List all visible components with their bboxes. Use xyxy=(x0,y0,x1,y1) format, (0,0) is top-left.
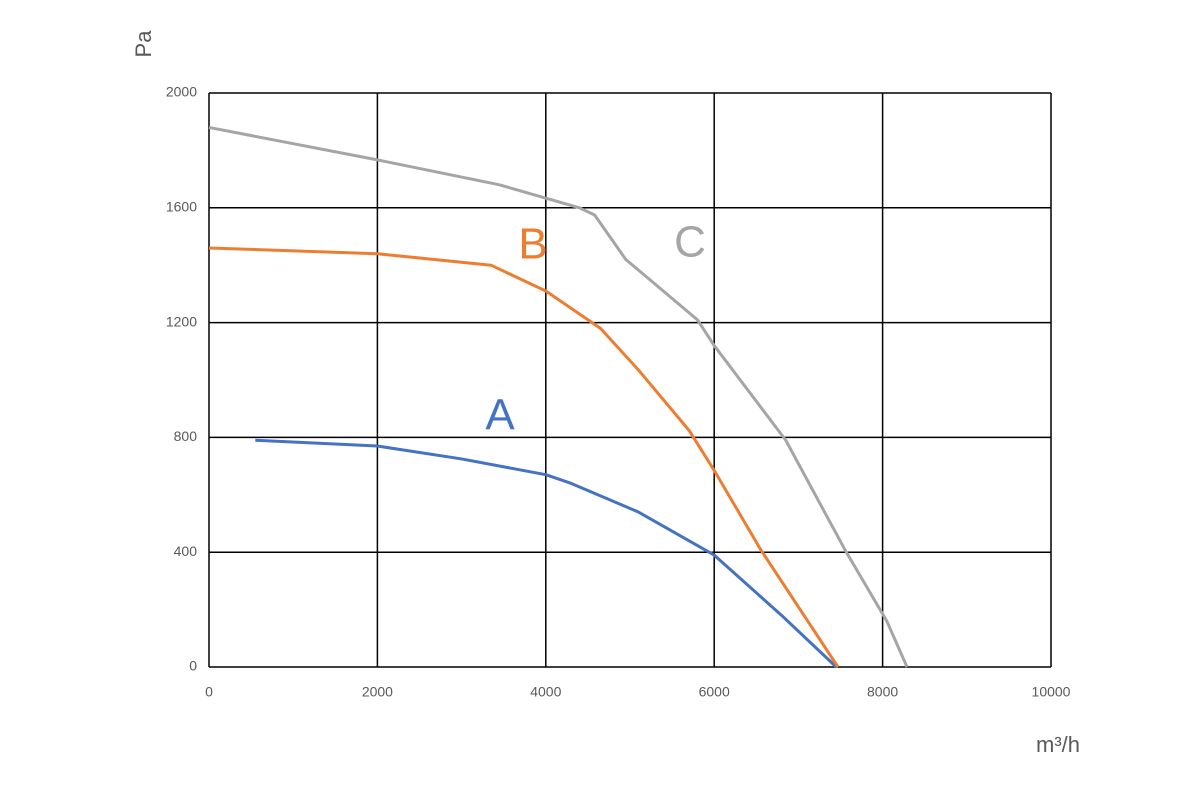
series-line xyxy=(208,125,909,668)
x-tick-label: 4000 xyxy=(530,684,561,700)
x-tick-label: 2000 xyxy=(362,684,393,700)
y-tick-label: 0 xyxy=(189,658,197,674)
y-tick-label: 1600 xyxy=(166,199,197,215)
series-line xyxy=(255,438,838,669)
x-tick-label: 10000 xyxy=(1032,684,1071,700)
series-label: A xyxy=(485,391,515,440)
x-tick-label: 6000 xyxy=(699,684,730,700)
series-line xyxy=(208,246,840,668)
x-axis-label: m³/h xyxy=(1036,732,1080,757)
x-tick-label: 0 xyxy=(205,684,213,700)
y-axis-label: Pa xyxy=(131,30,156,58)
series-label: B xyxy=(518,220,547,269)
y-tick-label: 2000 xyxy=(166,84,197,100)
y-tick-label: 800 xyxy=(174,428,198,444)
series-label: C xyxy=(674,218,706,267)
x-tick-label: 8000 xyxy=(867,684,898,700)
y-tick-label: 400 xyxy=(174,543,198,559)
y-tick-label: 1200 xyxy=(166,313,197,329)
